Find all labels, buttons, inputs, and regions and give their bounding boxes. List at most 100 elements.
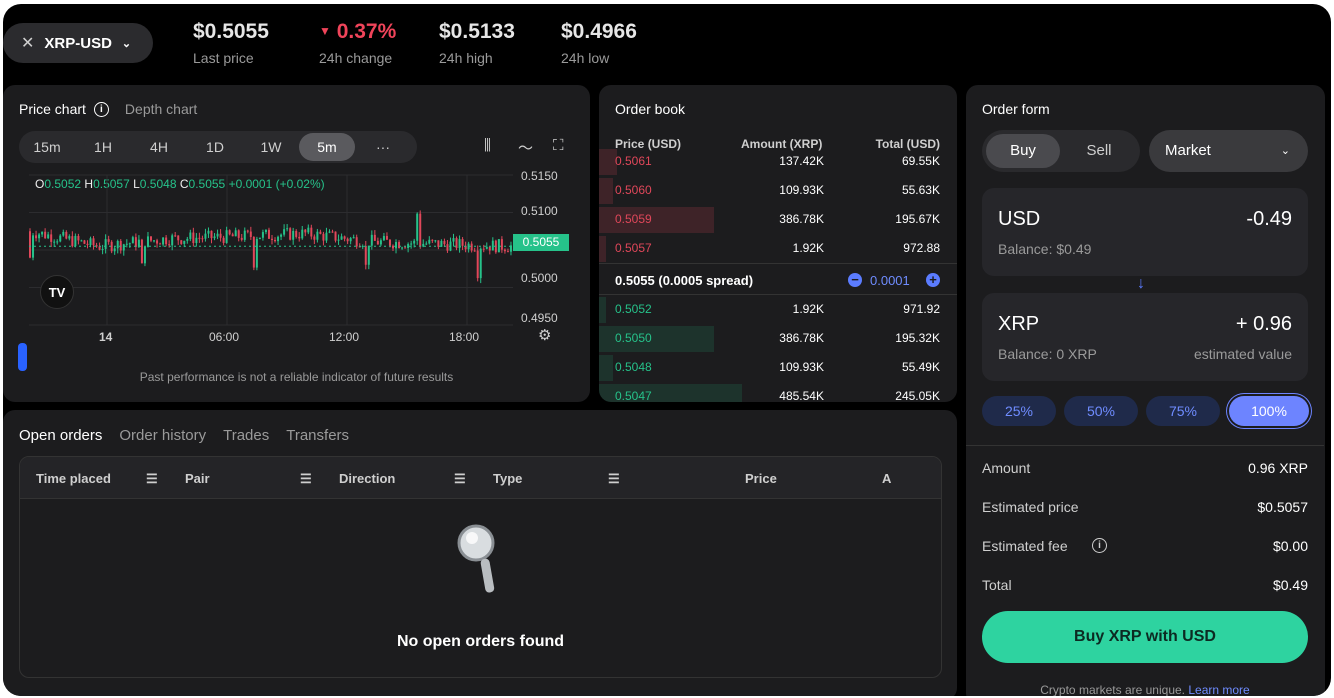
order-type-select[interactable]: Market ⌄ (1149, 130, 1308, 172)
bid-row[interactable]: 0.5047 485.54K 245.05K (599, 382, 957, 402)
bid-row[interactable]: 0.5050 386.78K 195.32K (599, 324, 957, 353)
filter-icon[interactable]: ☰ (608, 471, 620, 486)
col-pair[interactable]: Pair (185, 471, 210, 486)
candle-body (385, 236, 388, 240)
chevron-down-icon: ⌄ (121, 37, 132, 50)
candle-body (116, 240, 119, 249)
candle-body (168, 244, 171, 246)
candlestick-chart[interactable] (3, 165, 590, 405)
bid-row[interactable]: 0.5048 109.93K 55.49K (599, 353, 957, 382)
close-icon[interactable]: ✕ (21, 35, 35, 52)
timeframe-1w[interactable]: 1W (260, 139, 282, 155)
summary-value: 0.96 XRP (1248, 460, 1308, 476)
candle-body (295, 230, 298, 237)
candle-body (470, 243, 473, 251)
settings-icon[interactable]: ⚙ (538, 327, 552, 344)
spread-text: 0.5055 (0.0005 spread) (615, 273, 754, 288)
low-value: $0.4966 (561, 20, 637, 43)
ask-total: 972.88 (903, 241, 940, 255)
pay-amount[interactable]: -0.49 (1246, 208, 1292, 230)
candle-body (467, 243, 470, 250)
bid-row[interactable]: 0.5052 1.92K 971.92 (599, 295, 957, 324)
more-timeframes-button[interactable]: ··· (376, 139, 390, 155)
ask-row[interactable]: 0.5059 386.78K 195.67K (599, 205, 957, 234)
tab-price-chart[interactable]: Price chart (19, 101, 86, 117)
tab-trades[interactable]: Trades (223, 427, 270, 444)
sell-tab[interactable]: Sell (1086, 142, 1112, 159)
receive-card[interactable]: XRP + 0.96 Balance: 0 XRP estimated valu… (982, 293, 1308, 381)
ask-row[interactable]: 0.5061 137.42K 69.55K (599, 147, 957, 176)
timeframe-1d[interactable]: 1D (206, 139, 224, 155)
col-type[interactable]: Type (493, 471, 523, 486)
bid-amount: 109.93K (779, 360, 824, 374)
disclaimer: Past performance is not a reliable indic… (139, 370, 454, 384)
tab-open-orders[interactable]: Open orders (19, 427, 103, 444)
ask-row[interactable]: 0.5060 109.93K 55.63K (599, 176, 957, 205)
ask-row[interactable]: 0.5057 1.92K 972.88 (599, 234, 957, 263)
receive-amount[interactable]: + 0.96 (1235, 313, 1292, 335)
percent-50-button[interactable]: 50% (1064, 396, 1138, 426)
candle-body (258, 237, 261, 239)
candle-body (301, 229, 304, 239)
pair-selector[interactable]: ✕ XRP-USD ⌄ (3, 23, 153, 63)
percent-25-button[interactable]: 25% (982, 396, 1056, 426)
ob-header-price: Price (USD) (615, 137, 682, 151)
tab-transfers[interactable]: Transfers (286, 427, 350, 444)
buy-tab[interactable]: Buy (986, 134, 1060, 168)
y-tick: 0.5100 (521, 204, 558, 218)
pay-card[interactable]: USD -0.49 Balance: $0.49 (982, 188, 1308, 276)
candle-body (325, 232, 328, 241)
candle-body (280, 234, 283, 237)
filter-icon[interactable]: ☰ (300, 471, 312, 486)
timeframe-15m[interactable]: 15m (33, 139, 61, 155)
percent-100-button[interactable]: 100% (1229, 396, 1309, 426)
plus-icon[interactable]: + (926, 273, 940, 287)
candle-body (62, 231, 65, 236)
timeframe-5m[interactable]: 5m (299, 133, 355, 161)
col-amount[interactable]: A (882, 471, 892, 486)
orders-table: Time placed ☰ Pair ☰ Direction ☰ Type ☰ … (19, 456, 942, 678)
arrow-down-icon[interactable]: ↓ (1137, 275, 1145, 292)
candle-body (452, 238, 455, 242)
candlestick-icon[interactable]: ⫼ (484, 137, 491, 154)
tab-depth-chart[interactable]: Depth chart (124, 101, 198, 117)
candle-body (506, 251, 509, 253)
candle-body (419, 213, 422, 247)
ask-depth-bar (599, 207, 714, 233)
candle-body (86, 243, 89, 245)
col-time-placed[interactable]: Time placed (36, 471, 111, 486)
candle-body (137, 239, 140, 247)
col-price[interactable]: Price (745, 471, 777, 486)
bid-amount: 1.92K (792, 302, 824, 316)
candle-body (485, 246, 488, 249)
candle-body (376, 240, 379, 245)
candle-body (398, 242, 401, 249)
learn-more-link[interactable]: Learn more (1188, 683, 1250, 696)
percent-75-button[interactable]: 75% (1146, 396, 1220, 426)
fullscreen-icon[interactable]: ⛶ (553, 137, 564, 154)
candle-body (171, 235, 174, 246)
col-direction[interactable]: Direction (339, 471, 396, 486)
candle-body (479, 248, 482, 279)
ask-price: 0.5059 (615, 212, 652, 226)
info-icon[interactable]: i (93, 101, 109, 117)
candle-body (346, 238, 349, 242)
tradingview-logo[interactable]: TV (40, 275, 74, 309)
footer-text: Crypto markets are unique. (1040, 683, 1185, 696)
minus-icon[interactable]: − (848, 273, 862, 287)
candle-body (500, 239, 503, 250)
line-chart-icon[interactable]: 〜 (518, 140, 534, 157)
candle-body (373, 234, 376, 241)
candle-body (298, 236, 301, 239)
drawer-handle[interactable] (18, 343, 27, 371)
filter-icon[interactable]: ☰ (146, 471, 158, 486)
filter-icon[interactable]: ☰ (454, 471, 466, 486)
timeframe-1h[interactable]: 1H (94, 139, 112, 155)
info-icon[interactable]: i (1092, 538, 1107, 553)
timeframe-4h[interactable]: 4H (150, 139, 168, 155)
tab-order-history[interactable]: Order history (119, 427, 207, 444)
candle-body (446, 244, 449, 251)
candle-body (416, 213, 419, 241)
submit-buy-button[interactable]: Buy XRP with USD (982, 611, 1308, 663)
divider (966, 445, 1324, 446)
